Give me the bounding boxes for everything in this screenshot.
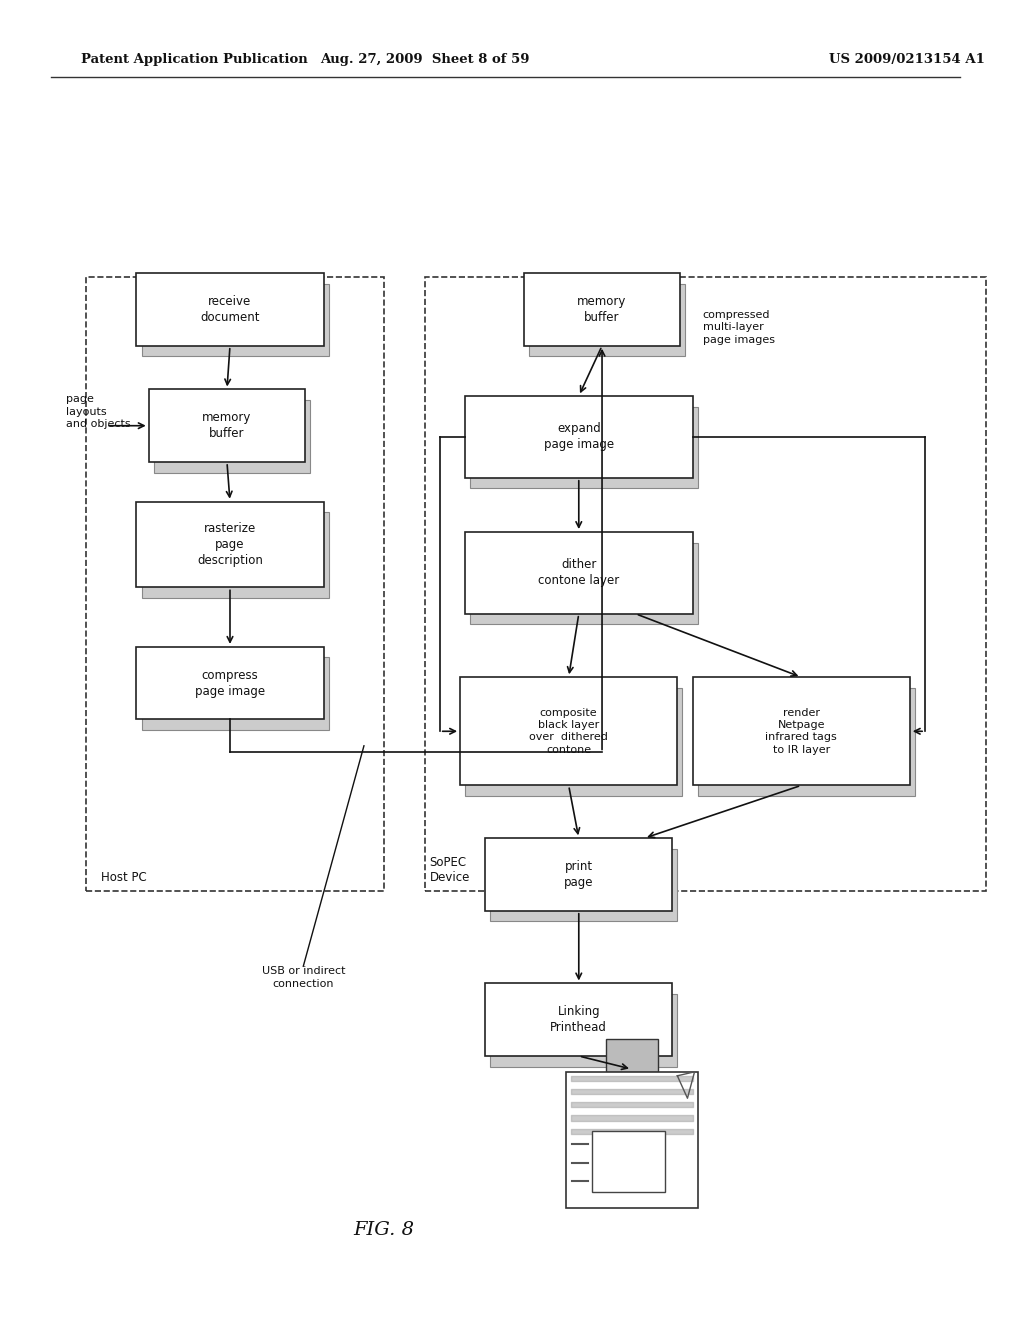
Text: receive
document: receive document (201, 296, 260, 323)
Text: rasterize
page
description: rasterize page description (197, 521, 263, 568)
Text: print
page: print page (564, 861, 594, 888)
FancyBboxPatch shape (465, 396, 692, 478)
Text: US 2009/0213154 A1: US 2009/0213154 A1 (829, 53, 985, 66)
Text: Linking
Printhead: Linking Printhead (550, 1006, 607, 1034)
FancyBboxPatch shape (485, 838, 673, 911)
Text: memory
buffer: memory buffer (578, 296, 627, 323)
FancyBboxPatch shape (148, 389, 305, 462)
FancyBboxPatch shape (605, 1039, 658, 1072)
FancyBboxPatch shape (470, 407, 697, 488)
Text: dither
contone layer: dither contone layer (539, 558, 620, 587)
Text: FIG. 8: FIG. 8 (353, 1221, 415, 1239)
FancyBboxPatch shape (136, 502, 324, 587)
Text: Host PC: Host PC (101, 871, 146, 884)
Text: render
Netpage
infrared tags
to IR layer: render Netpage infrared tags to IR layer (765, 708, 837, 755)
FancyBboxPatch shape (141, 657, 329, 730)
Text: Patent Application Publication: Patent Application Publication (81, 53, 307, 66)
Text: USB or indirect
connection: USB or indirect connection (261, 966, 345, 989)
Text: composite
black layer
over  dithered
contone: composite black layer over dithered cont… (529, 708, 608, 755)
FancyBboxPatch shape (154, 400, 310, 473)
Text: compress
page image: compress page image (195, 669, 265, 697)
FancyBboxPatch shape (490, 849, 677, 921)
FancyBboxPatch shape (692, 677, 910, 785)
FancyBboxPatch shape (136, 273, 324, 346)
FancyBboxPatch shape (593, 1131, 665, 1192)
Text: SoPEC
Device: SoPEC Device (430, 857, 470, 884)
Text: memory
buffer: memory buffer (203, 412, 252, 440)
FancyBboxPatch shape (141, 512, 329, 598)
FancyBboxPatch shape (465, 532, 692, 614)
FancyBboxPatch shape (697, 688, 914, 796)
FancyBboxPatch shape (490, 994, 677, 1067)
FancyBboxPatch shape (528, 284, 685, 356)
FancyBboxPatch shape (485, 983, 673, 1056)
FancyBboxPatch shape (136, 647, 324, 719)
FancyBboxPatch shape (465, 688, 682, 796)
FancyBboxPatch shape (460, 677, 677, 785)
FancyBboxPatch shape (470, 543, 697, 624)
Text: page
layouts
and objects: page layouts and objects (66, 395, 130, 429)
Text: compressed
multi-layer
page images: compressed multi-layer page images (702, 310, 774, 345)
FancyBboxPatch shape (141, 284, 329, 356)
FancyBboxPatch shape (523, 273, 680, 346)
FancyBboxPatch shape (566, 1072, 697, 1208)
Text: Aug. 27, 2009  Sheet 8 of 59: Aug. 27, 2009 Sheet 8 of 59 (319, 53, 529, 66)
Text: expand
page image: expand page image (544, 422, 613, 451)
